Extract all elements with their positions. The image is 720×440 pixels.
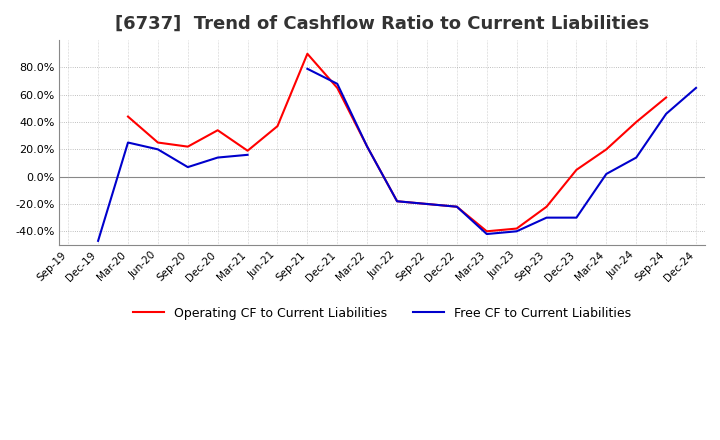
Free CF to Current Liabilities [94, 238, 102, 243]
Free CF to Current Liabilities [423, 202, 431, 207]
Operating CF to Current Liabilities [153, 140, 162, 145]
Free CF to Current Liabilities [153, 147, 162, 152]
Operating CF to Current Liabilities [64, 162, 73, 167]
Operating CF to Current Liabilities [602, 147, 611, 152]
Free CF to Current Liabilities [124, 140, 132, 145]
Line: Free CF to Current Liabilities: Free CF to Current Liabilities [98, 69, 696, 241]
Free CF to Current Liabilities [542, 215, 551, 220]
Operating CF to Current Liabilities [632, 119, 641, 125]
Free CF to Current Liabilities [513, 229, 521, 234]
Free CF to Current Liabilities [572, 215, 581, 220]
Free CF to Current Liabilities [482, 231, 491, 237]
Operating CF to Current Liabilities [124, 114, 132, 119]
Free CF to Current Liabilities [303, 66, 312, 71]
Operating CF to Current Liabilities [423, 202, 431, 207]
Operating CF to Current Liabilities [273, 124, 282, 129]
Free CF to Current Liabilities [453, 204, 462, 209]
Free CF to Current Liabilities [602, 171, 611, 176]
Operating CF to Current Liabilities [662, 95, 670, 100]
Operating CF to Current Liabilities [482, 229, 491, 234]
Free CF to Current Liabilities [392, 198, 401, 204]
Operating CF to Current Liabilities [453, 204, 462, 209]
Operating CF to Current Liabilities [363, 144, 372, 149]
Free CF to Current Liabilities [363, 144, 372, 149]
Free CF to Current Liabilities [333, 81, 341, 86]
Operating CF to Current Liabilities [303, 51, 312, 56]
Legend: Operating CF to Current Liabilities, Free CF to Current Liabilities: Operating CF to Current Liabilities, Fre… [128, 302, 636, 325]
Operating CF to Current Liabilities [513, 226, 521, 231]
Free CF to Current Liabilities [662, 111, 670, 117]
Free CF to Current Liabilities [632, 155, 641, 160]
Operating CF to Current Liabilities [542, 204, 551, 209]
Operating CF to Current Liabilities [243, 148, 252, 154]
Line: Operating CF to Current Liabilities: Operating CF to Current Liabilities [68, 54, 666, 231]
Free CF to Current Liabilities [184, 165, 192, 170]
Operating CF to Current Liabilities [392, 198, 401, 204]
Free CF to Current Liabilities [243, 152, 252, 158]
Operating CF to Current Liabilities [184, 144, 192, 149]
Operating CF to Current Liabilities [572, 167, 581, 172]
Operating CF to Current Liabilities [333, 85, 341, 91]
Free CF to Current Liabilities [213, 155, 222, 160]
Operating CF to Current Liabilities [213, 128, 222, 133]
Free CF to Current Liabilities [692, 85, 701, 91]
Title: [6737]  Trend of Cashflow Ratio to Current Liabilities: [6737] Trend of Cashflow Ratio to Curren… [115, 15, 649, 33]
